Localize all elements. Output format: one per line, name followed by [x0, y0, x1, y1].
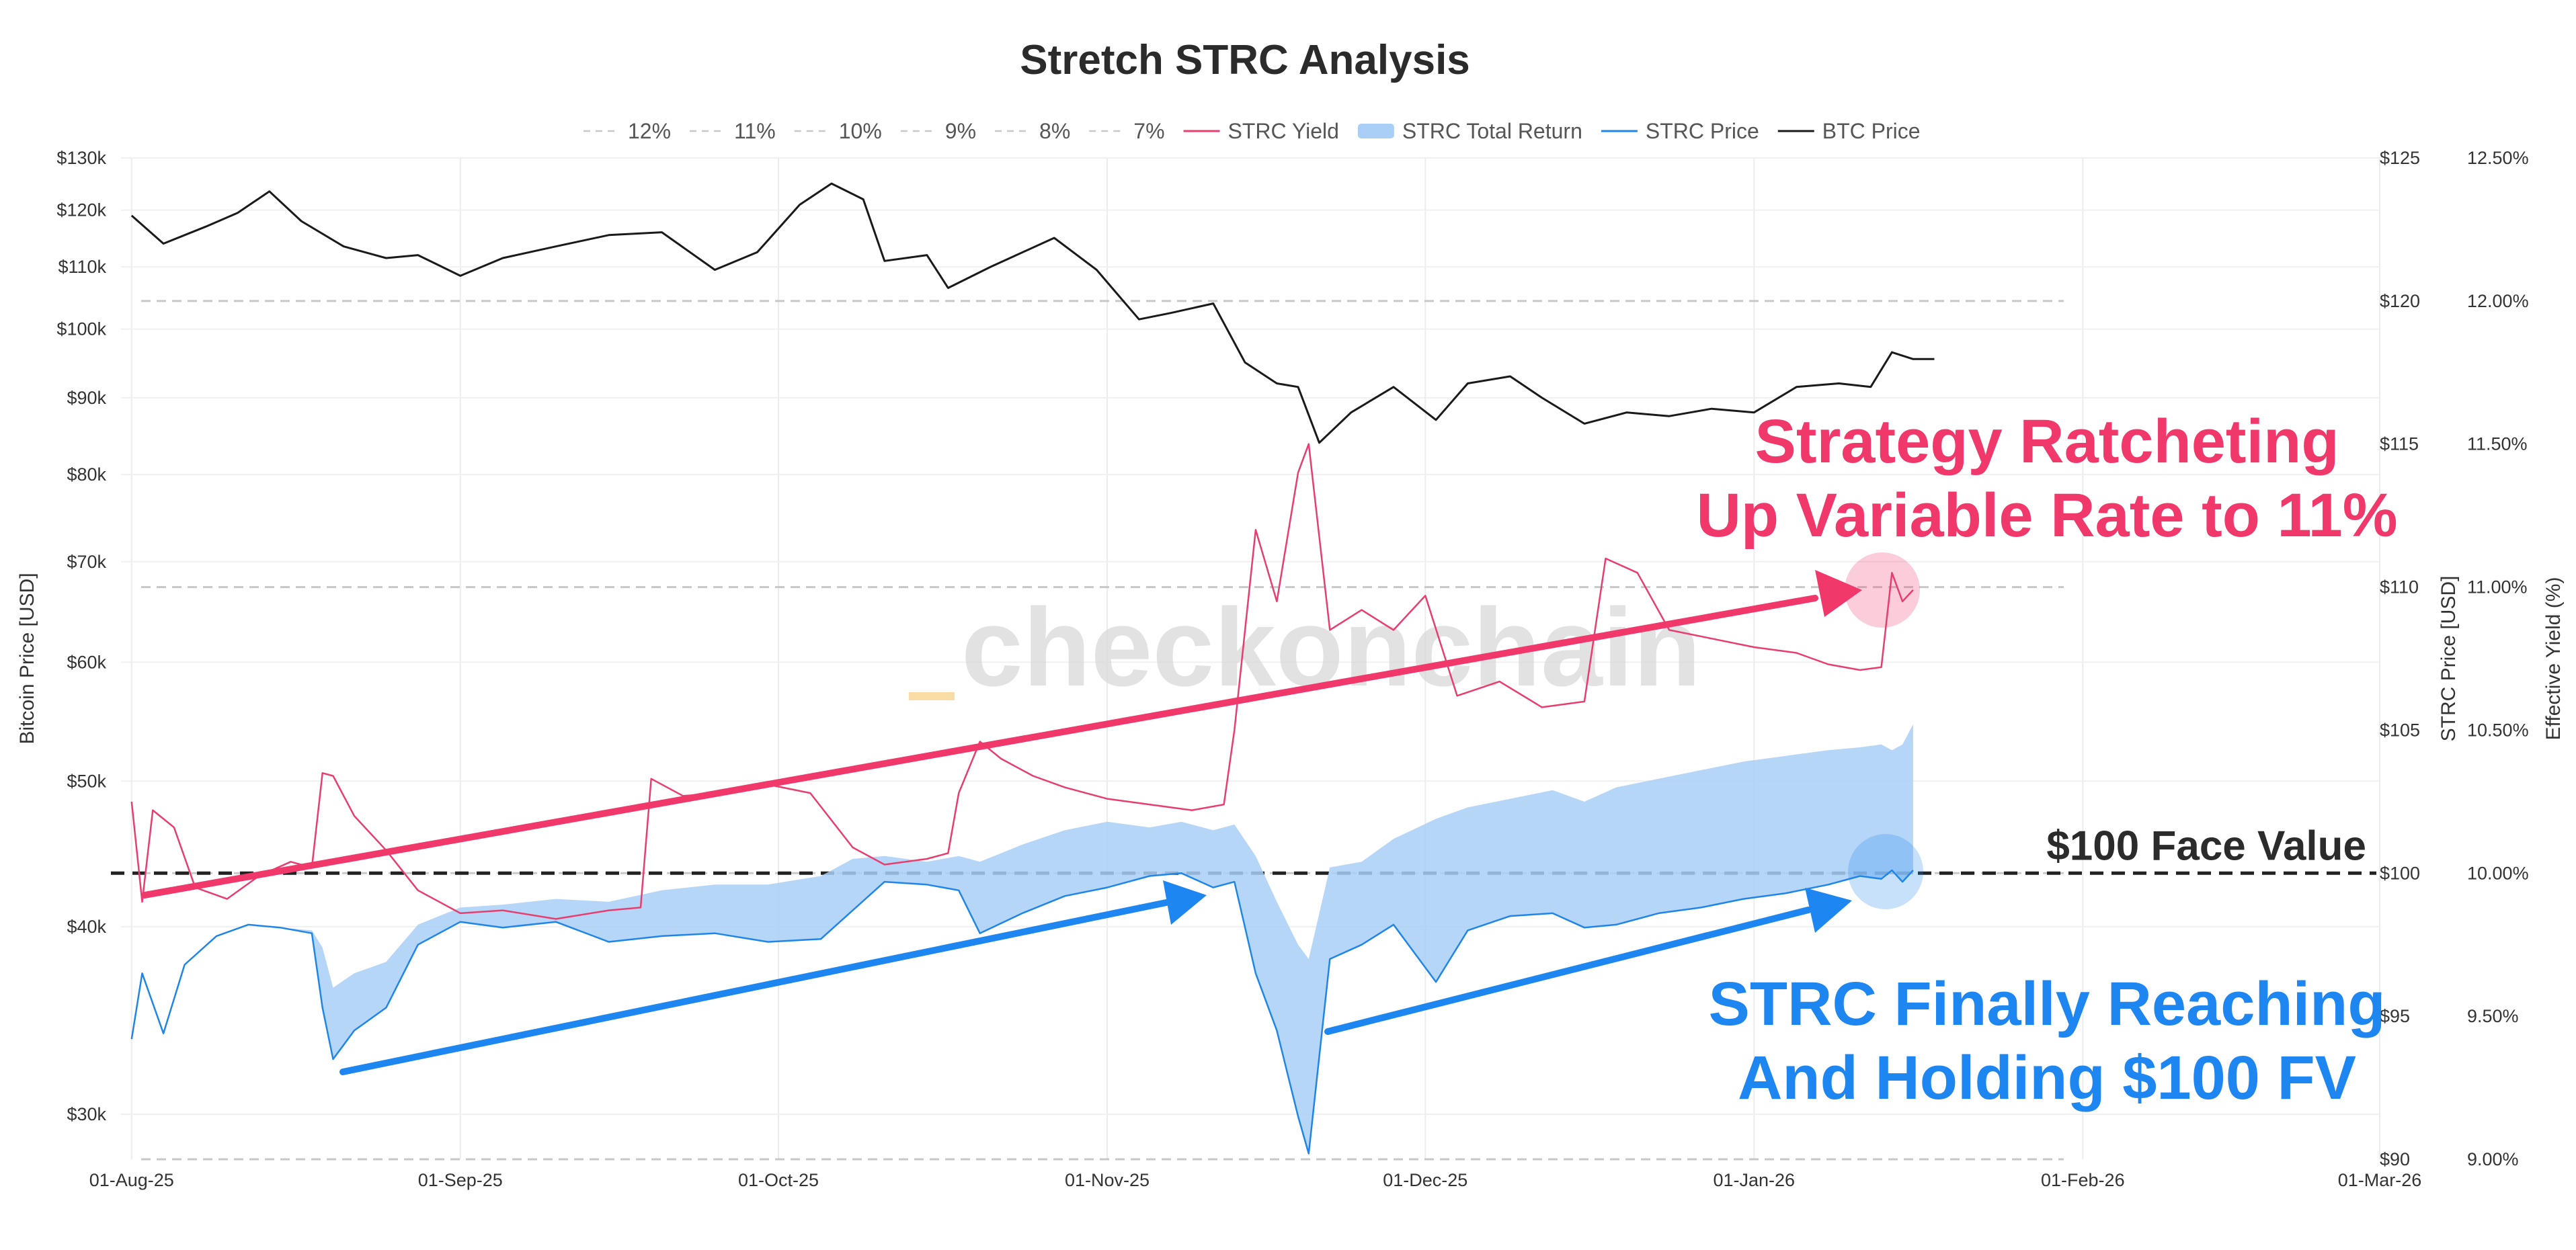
strc-arrow-1-head	[1163, 880, 1207, 925]
btc-tick-label: $30k	[67, 1104, 106, 1124]
yield-tick-label: 9.50%	[2467, 1006, 2519, 1026]
strc-yield-line	[130, 443, 1914, 920]
strc-arrow-2-head	[1805, 888, 1852, 933]
btc-tick-label: $90k	[67, 388, 106, 408]
rate-arrow-head	[1815, 570, 1862, 617]
btc-price-line	[130, 182, 1935, 444]
strc-price-line	[130, 869, 1914, 1155]
face-value-label: $100 Face Value	[2046, 823, 2366, 869]
x-tick-label: 01-Mar-26	[2338, 1170, 2422, 1190]
strc-tick-label: $105	[2380, 720, 2420, 740]
legend-item: 10%	[839, 119, 882, 143]
btc-tick-label: $100k	[56, 319, 106, 339]
series-layer	[130, 182, 1935, 1155]
rate-arrow-shaft	[141, 595, 1818, 899]
legend-item: 9%	[945, 119, 976, 143]
legend-item: STRC Price	[1646, 119, 1759, 143]
watermark: checkonchain	[961, 585, 1701, 709]
legend-item: 7%	[1133, 119, 1164, 143]
x-tick-label: 01-Nov-25	[1065, 1170, 1150, 1190]
watermark-accent	[909, 692, 955, 700]
btc-tick-label: $120k	[56, 200, 106, 220]
yield-tick-label: 12.50%	[2467, 148, 2529, 168]
yield-tick-label: 10.00%	[2467, 863, 2529, 883]
strc-tick-label: $125	[2380, 148, 2420, 168]
strc-tick-label: $95	[2380, 1006, 2410, 1026]
btc-tick-label: $80k	[67, 464, 106, 485]
strc-axis-label: STRC Price [USD]	[2438, 576, 2460, 742]
legend-item: 8%	[1039, 119, 1070, 143]
legend-item: BTC Price	[1822, 119, 1921, 143]
strc-tick-label: $100	[2380, 863, 2420, 883]
yield-tick-label: 11.00%	[2467, 577, 2528, 597]
btc-tick-label: $130k	[56, 148, 106, 168]
btc-tick-label: $70k	[67, 552, 106, 572]
x-tick-label: 01-Jan-26	[1713, 1170, 1795, 1190]
strc-tick-label: $115	[2380, 434, 2419, 454]
btc-tick-label: $110k	[58, 257, 106, 277]
rate-annotation-text: Strategy Ratcheting	[1755, 407, 2339, 476]
axes: 01-Aug-25 01-Sep-25 01-Oct-25 01-Nov-25 01-D…	[56, 148, 2528, 1190]
x-tick-label: 01-Sep-25	[418, 1170, 503, 1190]
yield-tick-label: 12.00%	[2467, 291, 2529, 311]
strc-tick-label: $120	[2380, 291, 2420, 311]
x-tick-label: 01-Feb-26	[2041, 1170, 2125, 1190]
strc-annotation-text: STRC Finally Reaching	[1708, 970, 2385, 1038]
strc-highlight-circle	[1848, 834, 1923, 909]
strc-total-return-area	[131, 724, 1913, 1154]
chart-title: Stretch STRC Analysis	[1020, 37, 1470, 83]
yield-tick-label: 11.50%	[2467, 434, 2528, 454]
strc-arrow-1-shaft	[339, 899, 1170, 1075]
strc-annotation-text: And Holding $100 FV	[1738, 1044, 2356, 1112]
x-tick-label: 01-Oct-25	[738, 1170, 819, 1190]
strc-tick-label: $90	[2380, 1149, 2410, 1169]
legend: 12% 11% 10% 9% 8% 7% STRC Yield STRC Total Retu…	[583, 119, 1921, 143]
x-tick-label: 01-Dec-25	[1383, 1170, 1467, 1190]
yield-axis-label: Effective Yield (%)	[2542, 577, 2565, 741]
legend-item: 12%	[628, 119, 671, 143]
strc-arrow-2-shaft	[1324, 907, 1812, 1035]
legend-symbol	[1357, 124, 1394, 138]
legend-item: STRC Yield	[1228, 119, 1339, 143]
btc-axis-label: Bitcoin Price [USD]	[16, 573, 38, 744]
legend-item: STRC Total Return	[1402, 119, 1582, 143]
yield-tick-label: 9.00%	[2467, 1149, 2519, 1169]
rate-annotation-text: Up Variable Rate to 11%	[1696, 481, 2397, 550]
rate-highlight-circle	[1845, 552, 1920, 628]
btc-tick-label: $40k	[67, 917, 106, 937]
btc-tick-label: $60k	[67, 652, 106, 672]
legend-item: 11%	[734, 119, 776, 143]
x-tick-label: 01-Aug-25	[89, 1170, 174, 1190]
btc-tick-label: $50k	[67, 771, 106, 791]
strc-tick-label: $110	[2380, 577, 2419, 597]
yield-tick-label: 10.50%	[2467, 720, 2529, 740]
